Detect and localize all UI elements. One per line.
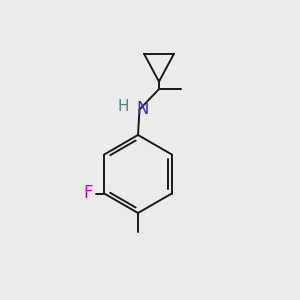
Text: F: F	[83, 184, 92, 202]
Text: H: H	[117, 99, 129, 114]
Text: N: N	[137, 100, 149, 118]
